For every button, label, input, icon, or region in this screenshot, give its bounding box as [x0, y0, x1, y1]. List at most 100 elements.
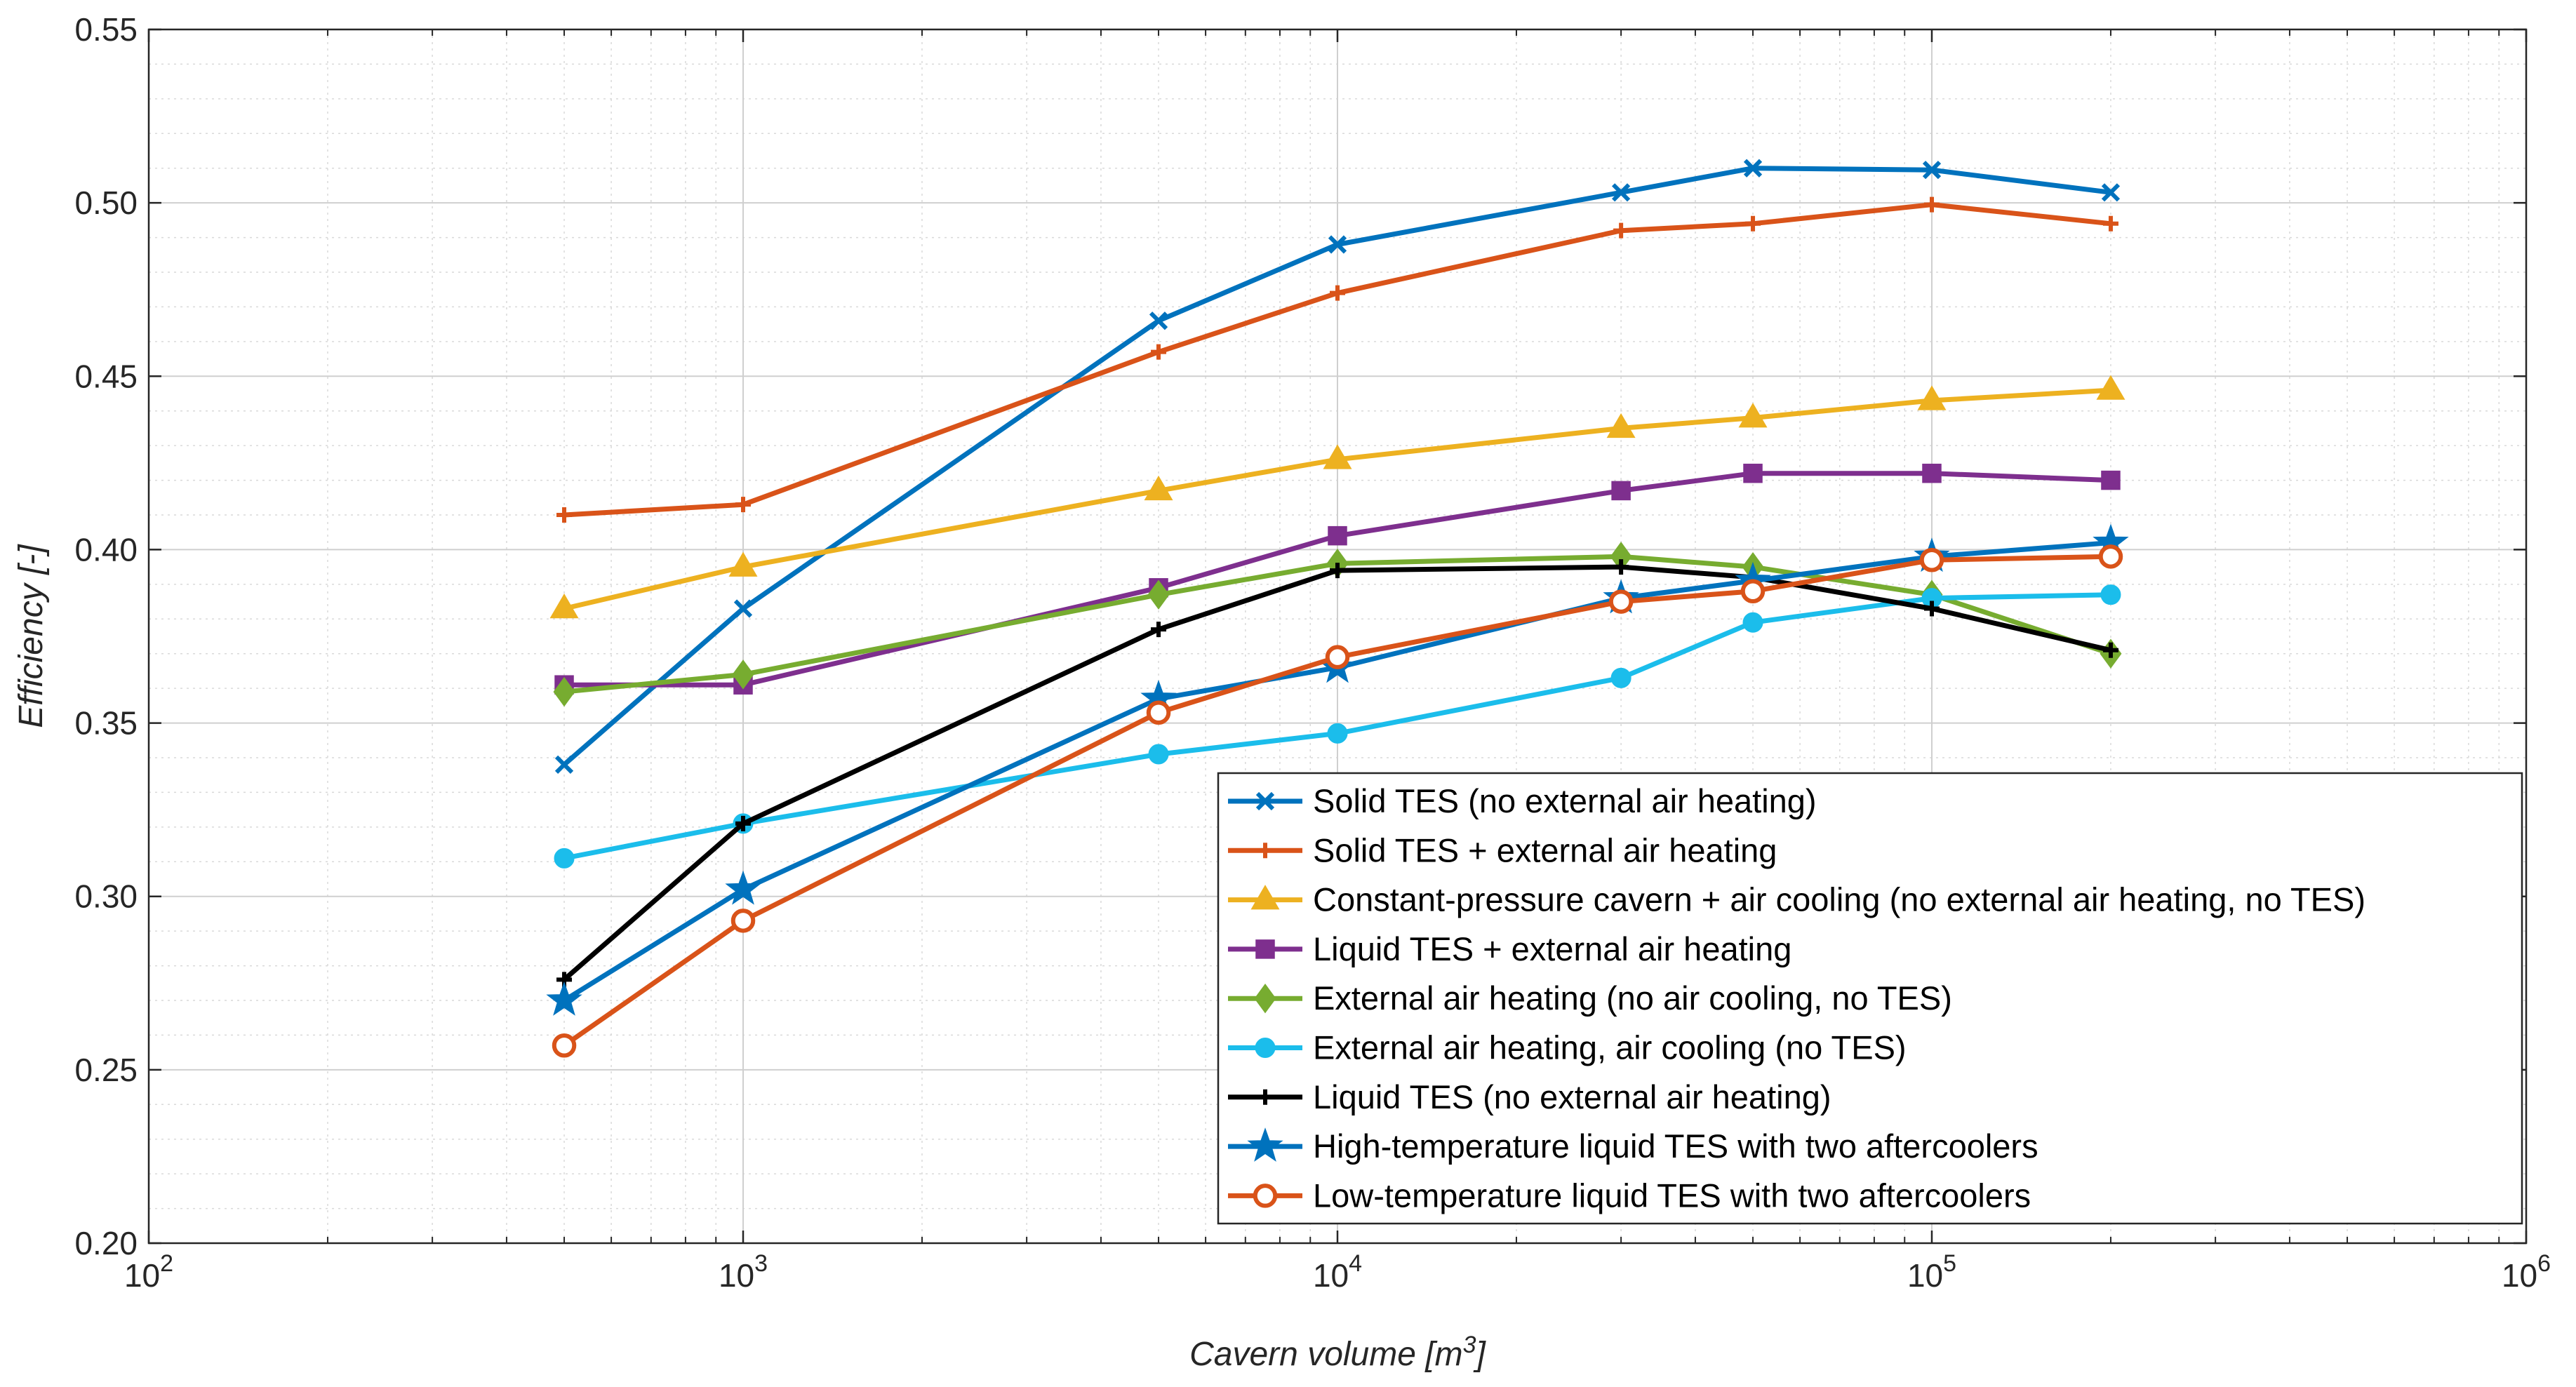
data-point-marker	[730, 909, 756, 933]
data-point-marker	[2101, 183, 2121, 202]
data-point-marker	[732, 659, 754, 690]
x-axis-label-text: Cavern volume [m	[1189, 1336, 1462, 1373]
series-line	[563, 554, 2112, 695]
data-point-marker	[1257, 843, 1273, 859]
legend-label: External air heating, air cooling (no TE…	[1313, 1029, 1907, 1066]
data-point-marker	[735, 497, 751, 513]
data-point-marker	[1151, 622, 1167, 638]
data-point-marker	[2098, 544, 2123, 569]
data-point-marker	[1606, 413, 1636, 438]
axis-ticks	[147, 28, 2528, 1245]
series-2	[556, 196, 2118, 523]
legend-box	[1217, 772, 2523, 1225]
data-point-marker	[1255, 939, 1275, 959]
x-tick-label: 103	[719, 1250, 768, 1294]
y-tick-label: 0.45	[74, 358, 138, 394]
legend-entry: Liquid TES + external air heating	[1228, 930, 1791, 967]
data-point-marker	[1611, 481, 1631, 501]
data-point-marker	[1610, 667, 1631, 688]
legend-label: High-temperature liquid TES with two aft…	[1313, 1127, 2038, 1165]
y-axis-label: Efficiency [-]	[13, 544, 50, 728]
y-tick-label: 0.20	[74, 1225, 138, 1261]
data-point-marker	[1742, 612, 1763, 633]
data-point-marker	[1327, 723, 1348, 744]
data-point-marker	[556, 507, 573, 523]
x-tick-label-exponent: 5	[1943, 1250, 1956, 1277]
data-point-marker	[2100, 584, 2121, 605]
y-tick-label: 0.55	[74, 11, 138, 48]
legend: Solid TES (no external air heating) Solid…	[1217, 772, 2523, 1225]
data-point-marker	[1257, 1089, 1273, 1105]
legend-label: Constant-pressure cavern + air cooling (…	[1313, 881, 2365, 918]
data-point-marker	[1144, 475, 1173, 501]
x-tick-label-exponent: 6	[2537, 1250, 2551, 1277]
legend-label: Solid TES + external air heating	[1313, 831, 1777, 869]
data-point-marker	[1151, 344, 1167, 360]
data-point-marker	[553, 676, 575, 707]
y-tick-label: 0.30	[74, 878, 138, 915]
y-tick-label: 0.25	[74, 1052, 138, 1088]
legend-entry: High-temperature liquid TES with two aft…	[1228, 1127, 2038, 1165]
data-point-marker	[1740, 579, 1766, 603]
data-point-marker	[728, 551, 758, 577]
x-tick-label: 104	[1313, 1250, 1362, 1294]
data-point-marker	[1323, 444, 1352, 469]
data-point-marker	[733, 599, 753, 618]
data-point-marker	[1254, 984, 1276, 1014]
data-point-marker	[2102, 215, 2118, 232]
data-point-marker	[1738, 403, 1768, 428]
data-point-marker	[552, 1033, 577, 1058]
data-point-marker	[1148, 744, 1169, 765]
x-tick-label: 106	[2502, 1250, 2551, 1294]
series-3	[549, 375, 2125, 619]
x-tick-label: 105	[1907, 1250, 1956, 1294]
data-point-marker	[1325, 645, 1350, 669]
series-line	[563, 540, 2111, 1003]
series-1	[554, 159, 2121, 775]
x-tick-label-base: 10	[124, 1257, 160, 1294]
legend-entry: Low-temperature liquid TES with two afte…	[1228, 1177, 2031, 1214]
data-point-marker	[1247, 1127, 1283, 1162]
x-axis-label-sup: 3	[1463, 1332, 1476, 1358]
data-point-marker	[1613, 222, 1629, 239]
data-point-marker	[1611, 183, 1631, 202]
data-point-marker	[1255, 791, 1275, 811]
data-point-marker	[1613, 559, 1629, 575]
y-tick-label: 0.40	[74, 531, 138, 568]
data-point-marker	[549, 593, 579, 619]
y-tick-label: 0.50	[74, 185, 138, 221]
data-point-marker	[1255, 1038, 1276, 1058]
data-point-marker	[554, 847, 575, 869]
data-point-marker	[2096, 375, 2125, 400]
data-point-marker	[1919, 548, 1944, 572]
x-tick-label-base: 10	[1907, 1257, 1943, 1294]
series-line	[562, 166, 2111, 767]
data-point-marker	[1149, 311, 1168, 330]
data-point-marker	[2102, 642, 2118, 658]
legend-entry: Solid TES (no external air heating)	[1228, 782, 1817, 819]
data-point-marker	[1922, 161, 1942, 180]
x-tick-label-base: 10	[2502, 1257, 2537, 1294]
data-point-marker	[1147, 579, 1170, 610]
x-tick-label-base: 10	[719, 1257, 754, 1294]
data-point-marker	[1917, 385, 1947, 410]
series-line	[563, 387, 2111, 611]
data-point-marker	[1330, 285, 1345, 301]
data-point-marker	[1250, 885, 1280, 910]
legend-entry: Liquid TES (no external air heating)	[1228, 1078, 1831, 1115]
data-point-marker	[1924, 601, 1940, 617]
x-axis-tick-labels: 102 103 104 105 106	[124, 1250, 2551, 1294]
legend-entry: External air heating, air cooling (no TE…	[1228, 1029, 1907, 1066]
data-point-marker	[1253, 1184, 1278, 1208]
series-layer	[546, 159, 2129, 1058]
data-point-marker	[546, 981, 582, 1016]
series-line	[563, 202, 2111, 518]
series-line	[562, 564, 2111, 981]
data-point-marker	[1330, 563, 1345, 579]
data-point-marker	[725, 870, 761, 905]
series-9	[552, 544, 2123, 1058]
x-tick-label-base: 10	[1313, 1257, 1349, 1294]
data-point-marker	[554, 755, 574, 775]
data-point-marker	[1745, 215, 1761, 232]
